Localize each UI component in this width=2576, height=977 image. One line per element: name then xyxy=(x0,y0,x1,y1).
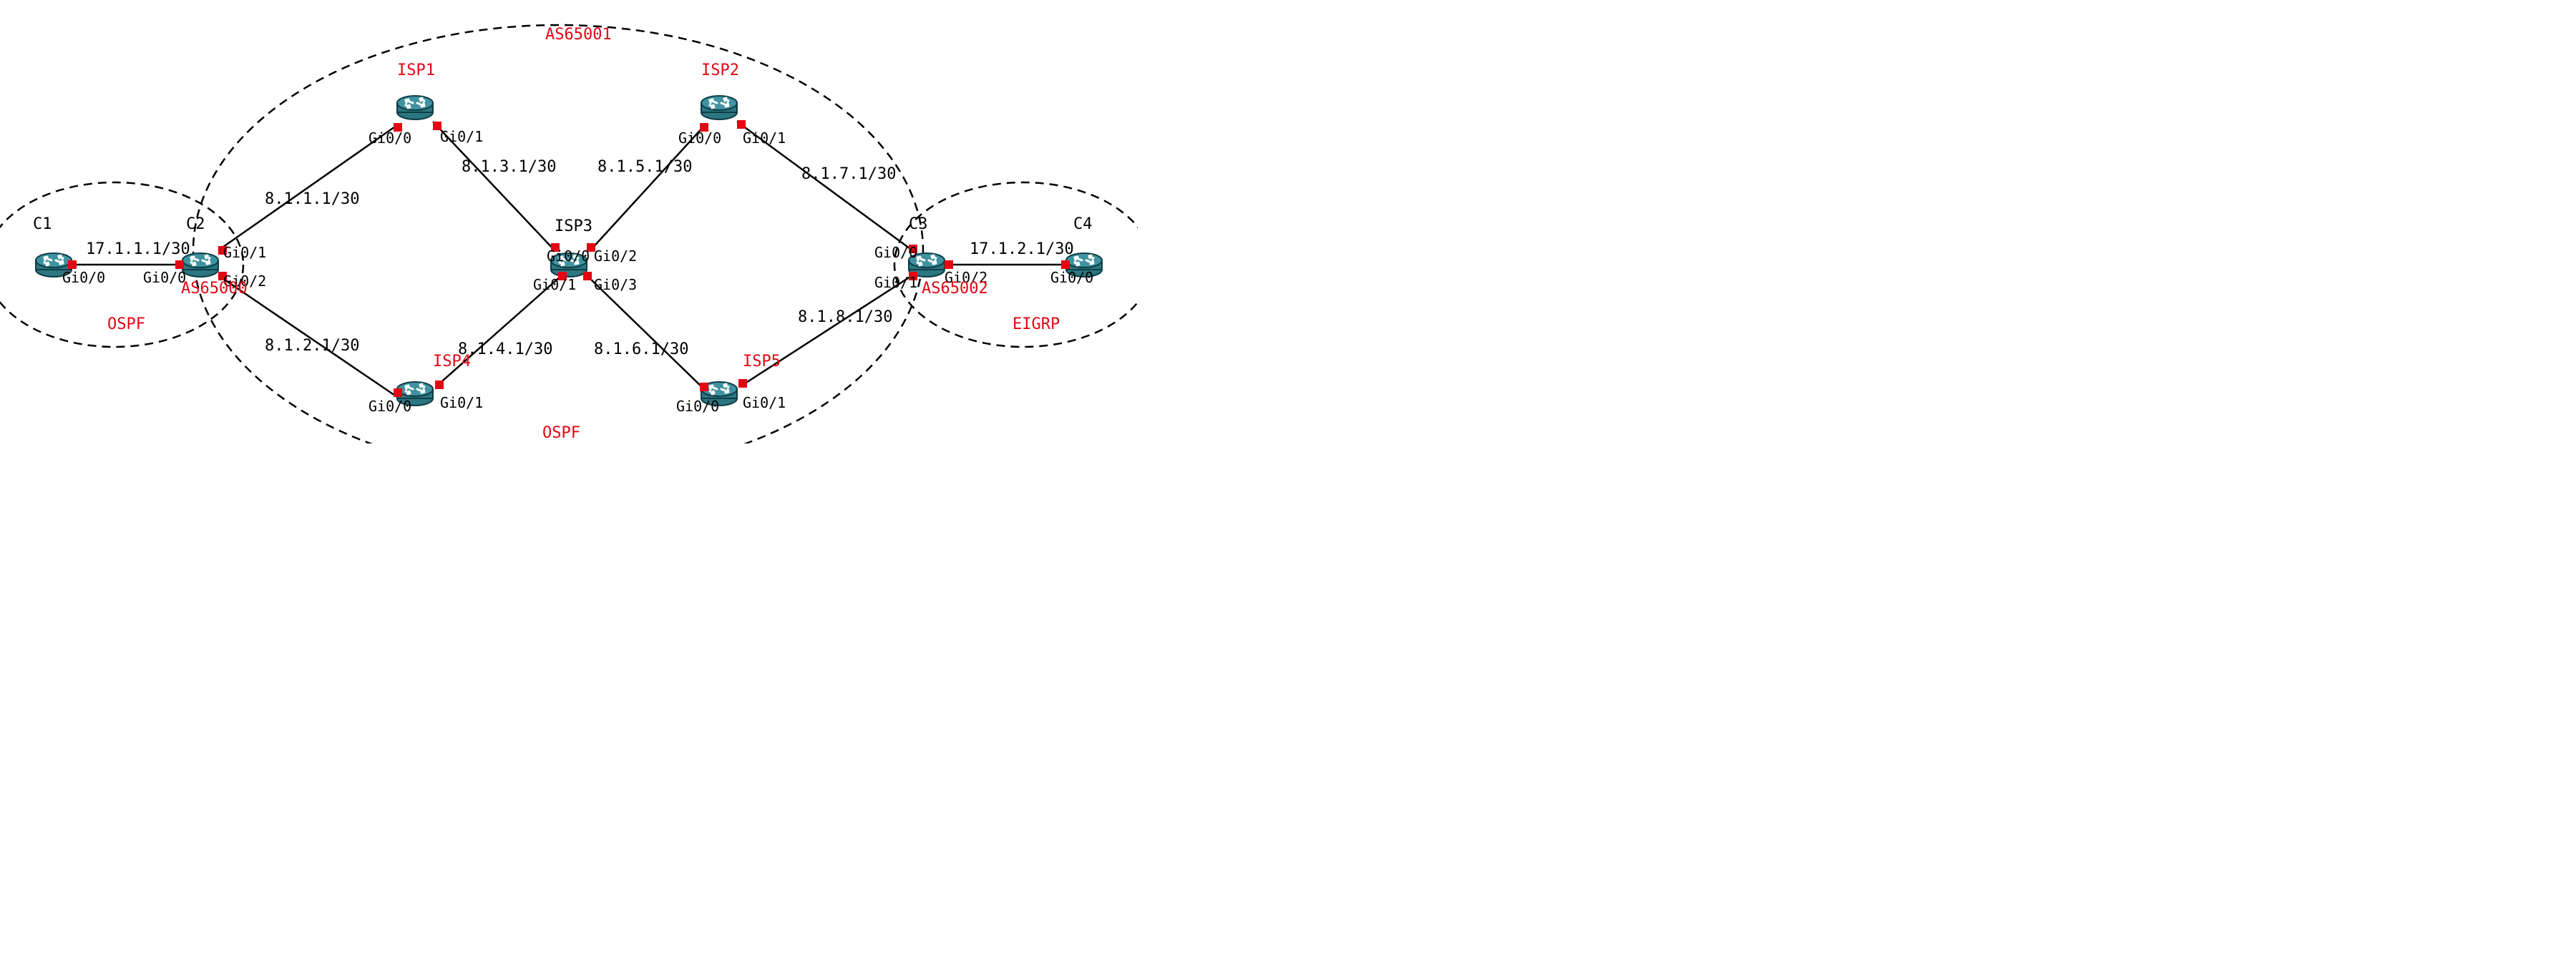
port-marker xyxy=(175,260,184,269)
ip-ISP4-ISP3: 8.1.4.1/30 xyxy=(458,340,552,358)
router-ISP2 xyxy=(701,96,737,119)
labels: 17.1.1.1/30 Gi0/0 Gi0/0 8.1.1.1/30 Gi0/1 Gi0/… xyxy=(33,26,1093,442)
annotation: AS65002 xyxy=(922,280,988,298)
router-label-ISP4: ISP4 xyxy=(433,353,471,370)
router-label-ISP1: ISP1 xyxy=(397,62,435,79)
ip-ISP2-C3: 8.1.7.1/30 xyxy=(801,165,896,183)
port-label: Gi0/0 xyxy=(1050,269,1093,286)
port-label: Gi0/1 xyxy=(533,276,576,293)
port-marker xyxy=(435,381,444,389)
annotation: AS65001 xyxy=(545,26,612,44)
ip-ISP3-ISP2: 8.1.5.1/30 xyxy=(597,158,692,176)
port-label: Gi0/1 xyxy=(223,244,266,261)
router-label-ISP3: ISP3 xyxy=(555,217,592,235)
port-label: Gi0/1 xyxy=(440,394,483,411)
annotation: EIGRP xyxy=(1013,315,1060,333)
port-label: Gi0/1 xyxy=(743,394,786,411)
ip-ISP1-ISP3: 8.1.3.1/30 xyxy=(462,158,556,176)
port-marker xyxy=(68,260,77,269)
port-marker xyxy=(700,383,708,391)
ip-ISP5-C3: 8.1.8.1/30 xyxy=(798,308,892,326)
port-marker xyxy=(1061,260,1070,269)
router-label-C4: C4 xyxy=(1073,215,1093,233)
port-label: Gi0/3 xyxy=(594,276,637,293)
port-label: Gi0/0 xyxy=(62,269,105,286)
router-label-ISP2: ISP2 xyxy=(701,62,739,79)
port-label: Gi0/0 xyxy=(678,129,721,147)
annotation: OSPF xyxy=(542,424,580,442)
port-label: Gi0/1 xyxy=(440,128,483,145)
port-label: Gi0/0 xyxy=(369,129,411,147)
port-label: Gi0/0 xyxy=(369,398,411,415)
port-marker xyxy=(945,260,953,269)
port-label: Gi0/0 xyxy=(676,398,719,415)
port-label: Gi0/0 xyxy=(547,247,590,265)
router-ISP1 xyxy=(397,96,433,119)
port-marker xyxy=(394,388,402,397)
port-label: Gi0/1 xyxy=(743,129,786,147)
ip-C2-ISP4: 8.1.2.1/30 xyxy=(265,337,359,355)
router-label-C3: C3 xyxy=(909,215,928,233)
annotation: AS65000 xyxy=(181,280,248,298)
port-marker xyxy=(738,379,747,388)
port-marker xyxy=(583,272,592,280)
router-label-C2: C2 xyxy=(186,215,205,233)
router-label-ISP5: ISP5 xyxy=(743,353,781,370)
annotation: OSPF xyxy=(107,315,145,333)
ip-C1-C2: 17.1.1.1/30 xyxy=(86,240,190,258)
port-label: Gi0/1 xyxy=(874,274,917,291)
ip-ISP3-ISP5: 8.1.6.1/30 xyxy=(594,340,688,358)
network-diagram: 17.1.1.1/30 Gi0/0 Gi0/0 8.1.1.1/30 Gi0/1 Gi0/… xyxy=(0,0,1138,443)
port-marker xyxy=(737,120,746,129)
port-label: Gi0/2 xyxy=(594,247,637,265)
port-label: Gi0/0 xyxy=(143,269,186,286)
router-label-C1: C1 xyxy=(33,215,52,233)
ip-C2-ISP1: 8.1.1.1/30 xyxy=(265,190,359,208)
ip-C3-C4: 17.1.2.1/30 xyxy=(970,240,1074,258)
port-label: Gi0/0 xyxy=(874,244,917,261)
